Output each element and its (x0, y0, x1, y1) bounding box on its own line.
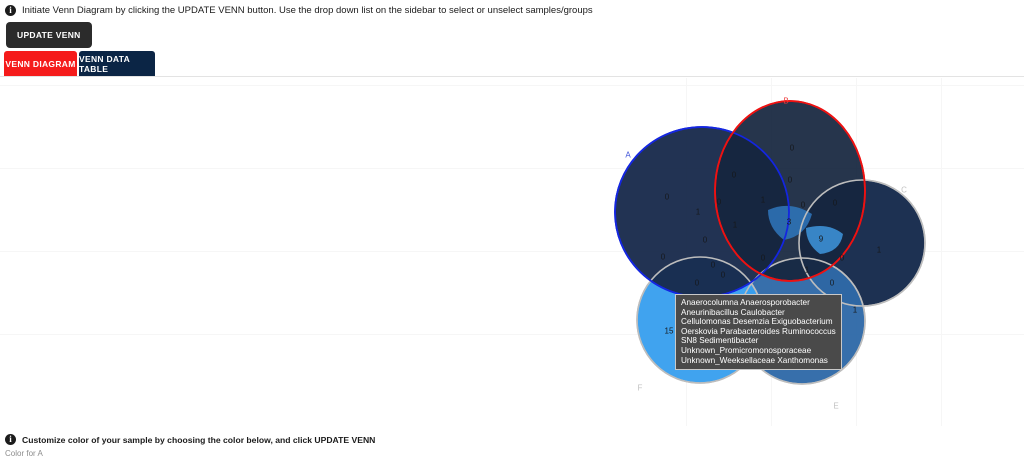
color-picker-label: Color for A (5, 449, 43, 457)
tooltip-line: Anaerocolumna Anaerosporobacter (681, 298, 810, 307)
venn-outline-B (714, 100, 866, 282)
venn-outline-C (798, 179, 926, 307)
venn-tooltip: Anaerocolumna Anaerosporobacter Aneurinib… (675, 294, 842, 371)
bottom-help-row: i Customize color of your sample by choo… (0, 434, 375, 445)
bottom-help-text: Customize color of your sample by choosi… (22, 434, 376, 445)
tooltip-line: Unknown_Weeksellaceae Xanthomonas (681, 355, 828, 365)
tab-venn-data-table[interactable]: VENN DATA TABLE (79, 51, 155, 76)
update-venn-button[interactable]: UPDATE VENN (6, 22, 92, 48)
gridline-horizontal (0, 85, 1024, 86)
info-icon-bottom: i (5, 434, 16, 445)
gridline-horizontal (0, 334, 1024, 335)
top-help-row: i Initiate Venn Diagram by clicking the … (0, 0, 593, 16)
tab-bar: VENN DIAGRAM VENN DATA TABLE (0, 51, 1024, 77)
venn-highlight-wedge-3 (768, 205, 812, 240)
tooltip-line: Aneurinibacillus Caulobacter (681, 307, 785, 317)
venn-highlight-wedge-9 (806, 226, 843, 254)
venn-shapes (614, 100, 926, 385)
tooltip-line: Cellulomonas Desemzia Exiguobacterium (681, 317, 833, 327)
top-help-text: Initiate Venn Diagram by clicking the UP… (22, 5, 593, 16)
tab-venn-diagram[interactable]: VENN DIAGRAM (4, 51, 77, 76)
tooltip-line: Oerskovia Parabacteroides Ruminococcus (681, 326, 836, 336)
tooltip-line: Unknown_Promicromonosporaceae (681, 345, 812, 355)
gridline-vertical (941, 78, 942, 426)
gridline-horizontal (0, 251, 1024, 252)
gridline-horizontal (0, 168, 1024, 169)
tooltip-line: SN8 Sedimentibacter (681, 336, 759, 346)
info-icon: i (5, 5, 16, 16)
